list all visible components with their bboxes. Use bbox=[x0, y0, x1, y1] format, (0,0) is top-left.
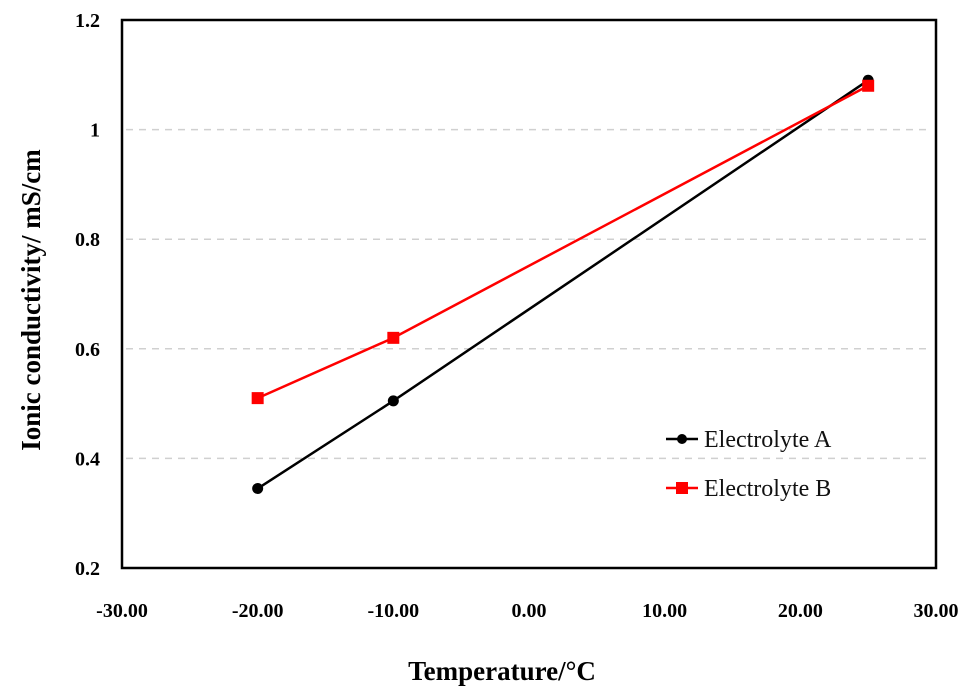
data-point bbox=[251, 392, 264, 405]
y-tick-label: 0.6 bbox=[75, 339, 100, 361]
y-tick-label: 0.2 bbox=[75, 558, 100, 580]
x-tick-label: -30.00 bbox=[96, 600, 148, 622]
x-tick-label: 10.00 bbox=[642, 600, 687, 622]
x-tick-label: 20.00 bbox=[778, 600, 823, 622]
legend-marker-icon bbox=[676, 482, 688, 494]
data-point bbox=[387, 395, 399, 407]
legend-label: Electrolyte A bbox=[704, 427, 832, 453]
legend-label: Electrolyte B bbox=[704, 476, 831, 502]
series-b bbox=[251, 79, 875, 405]
y-tick-label: 0.8 bbox=[75, 229, 100, 251]
data-point bbox=[252, 483, 264, 495]
x-tick-label: 0.00 bbox=[512, 600, 547, 622]
y-axis-label: Ionic conductivity/ mS/cm bbox=[16, 149, 46, 451]
x-tick-label: -20.00 bbox=[232, 600, 284, 622]
legend: Electrolyte A Electrolyte B bbox=[666, 427, 832, 502]
y-tick-label: 1 bbox=[90, 120, 100, 142]
y-tick-labels: 0.2 0.4 0.6 0.8 1 1.2 bbox=[75, 10, 100, 580]
x-tick-label: 30.00 bbox=[914, 600, 959, 622]
x-axis-label: Temperature/°C bbox=[408, 656, 596, 686]
data-point bbox=[387, 331, 400, 344]
plot-area-border bbox=[120, 18, 938, 570]
legend-marker-icon bbox=[677, 434, 687, 444]
y-tick-label: 1.2 bbox=[75, 10, 100, 32]
series-group bbox=[251, 74, 875, 495]
gridlines bbox=[126, 128, 932, 460]
y-tick-label: 0.4 bbox=[75, 448, 100, 470]
data-point bbox=[862, 79, 875, 92]
series-line bbox=[257, 84, 869, 400]
x-tick-label: -10.00 bbox=[367, 600, 419, 622]
x-tick-labels: -30.00 -20.00 -10.00 0.00 10.00 20.00 30.00 bbox=[96, 600, 958, 622]
